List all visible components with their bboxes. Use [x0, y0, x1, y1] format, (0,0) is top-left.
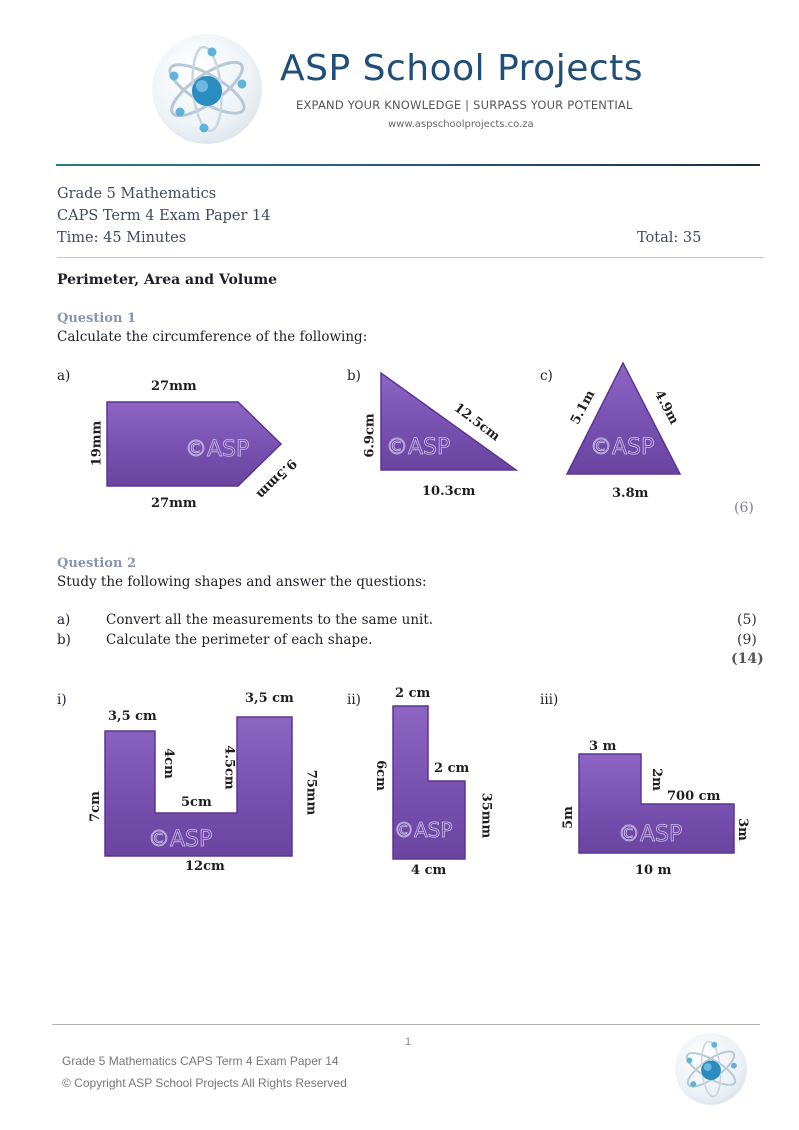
brand-url: www.aspschoolprojects.co.za: [388, 119, 534, 130]
paper-line: CAPS Term 4 Exam Paper 14: [57, 208, 271, 224]
q2-ii-l-shape: ©ASP: [392, 705, 466, 860]
q2-i-top-right-dim: 3,5 cm: [245, 691, 294, 706]
question-2-instruction: Study the following shapes and answer th…: [57, 574, 427, 590]
q2-ii-bottom-dim: 4 cm: [411, 863, 447, 878]
footer-paper-title: Grade 5 Mathematics CAPS Term 4 Exam Pap…: [62, 1054, 339, 1068]
q1-a-letter: a): [57, 368, 71, 384]
logo: [152, 34, 262, 144]
q1-b-right-triangle-shape: ©ASP: [380, 371, 519, 471]
q1-b-letter: b): [347, 368, 361, 384]
q2-i-right-dim: 75mm: [303, 769, 319, 816]
q2-i-inner-left-dim: 4cm: [160, 748, 176, 779]
header-divider: [56, 164, 760, 166]
meta-divider: [57, 257, 764, 258]
q1-c-letter: c): [540, 368, 553, 384]
q2-iii-right-dim: 3m: [734, 818, 750, 841]
footer-divider: [52, 1024, 760, 1025]
footer-logo: [675, 1033, 747, 1105]
time-line: Time: 45 Minutes: [57, 230, 187, 246]
q1-c-triangle-shape: ©ASP: [565, 361, 682, 475]
q2-i-u-shape: ©ASP: [104, 716, 293, 857]
svg-text:©ASP: ©ASP: [394, 818, 452, 842]
q2-i-left-dim: 7cm: [87, 791, 103, 822]
q2-iii-left-dim: 5m: [560, 806, 576, 829]
q2-iii-inner-vertical-dim: 2m: [648, 768, 664, 791]
svg-text:©ASP: ©ASP: [590, 435, 654, 460]
q2-task-a-letter: a): [57, 612, 71, 628]
svg-text:©ASP: ©ASP: [386, 435, 450, 460]
q1-b-left-dim: 6.9cm: [362, 413, 378, 458]
q2-task-b-letter: b): [57, 632, 71, 648]
atom-icon: [685, 1040, 737, 1098]
q1-a-left-dim: 19mm: [89, 420, 105, 467]
q2-task-a-marks: (5): [737, 612, 757, 628]
subject-line: Grade 5 Mathematics: [57, 186, 217, 202]
svg-text:©ASP: ©ASP: [618, 822, 682, 847]
q2-iii-step-dim: 700 cm: [667, 789, 721, 804]
question-1-instruction: Calculate the circumference of the follo…: [57, 329, 368, 345]
q2-ii-top-dim: 2 cm: [395, 686, 431, 701]
brand-tagline: EXPAND YOUR KNOWLEDGE | SURPASS YOUR POT…: [296, 98, 633, 112]
q2-ii-right-dim: 35mm: [478, 792, 494, 839]
q2-ii-left-dim: 6cm: [372, 760, 388, 791]
total-marks: Total: 35: [637, 230, 702, 246]
atom-icon: [168, 45, 247, 133]
svg-text:©ASP: ©ASP: [148, 827, 212, 852]
q1-b-bottom-dim: 10.3cm: [422, 484, 476, 499]
q2-i-top-left-dim: 3,5 cm: [108, 709, 157, 724]
q1-marks: (6): [734, 500, 754, 516]
q2-i-inner-right-dim: 4.5cm: [221, 745, 237, 790]
q2-i-bottom-dim: 12cm: [185, 859, 225, 874]
q2-i-inner-bottom-dim: 5cm: [181, 795, 212, 810]
q1-c-bottom-dim: 3.8m: [612, 486, 649, 501]
section-title: Perimeter, Area and Volume: [57, 272, 278, 288]
q1-a-bottom-dim: 27mm: [151, 496, 197, 511]
q2-task-a-text: Convert all the measurements to the same…: [106, 612, 434, 628]
q2-task-b-marks: (9): [737, 632, 757, 648]
q2-ii-step-dim: 2 cm: [434, 761, 470, 776]
q2-i-letter: i): [57, 692, 67, 708]
footer-copyright: © Copyright ASP School Projects All Righ…: [62, 1076, 347, 1090]
q2-total-marks: (14): [731, 651, 764, 667]
brand-title: ASP School Projects: [280, 48, 644, 89]
q1-a-top-dim: 27mm: [151, 379, 197, 394]
q2-iii-l-shape: ©ASP: [578, 753, 735, 854]
question-2-label: Question 2: [57, 556, 137, 571]
q1-a-pentagon-shape: ©ASP: [106, 401, 283, 487]
page-number: 1: [405, 1036, 412, 1048]
q2-iii-top-dim: 3 m: [589, 739, 617, 754]
q2-iii-bottom-dim: 10 m: [635, 863, 672, 878]
svg-text:©ASP: ©ASP: [185, 437, 249, 462]
q2-task-b-text: Calculate the perimeter of each shape.: [106, 632, 373, 648]
question-1-label: Question 1: [57, 311, 137, 326]
q2-iii-letter: iii): [540, 692, 559, 708]
q2-ii-letter: ii): [347, 692, 361, 708]
